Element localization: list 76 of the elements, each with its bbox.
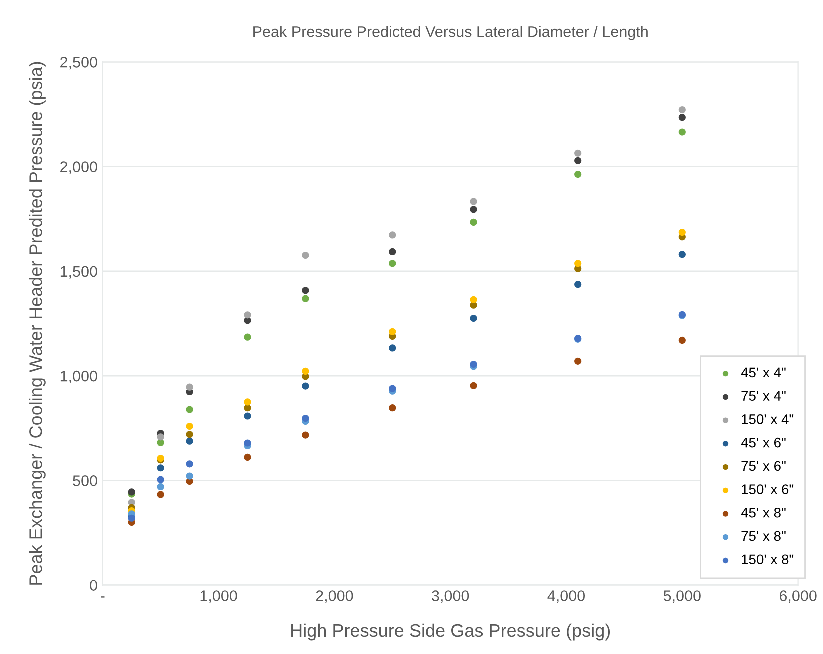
point xyxy=(574,150,582,157)
x-tick-label: 4,000 xyxy=(548,590,586,604)
point xyxy=(157,464,164,472)
point xyxy=(244,312,252,319)
point xyxy=(186,406,194,414)
point xyxy=(389,328,396,336)
point xyxy=(244,454,252,461)
point xyxy=(678,228,686,236)
y-tick-label: 0 xyxy=(90,580,98,592)
point xyxy=(574,281,582,288)
legend-label: 45' x 6" xyxy=(741,438,786,448)
point xyxy=(186,431,194,438)
point xyxy=(302,295,310,302)
y-axis-title: Peak Exchanger / Cooling Water Header Predited Pressure (psia) xyxy=(29,62,46,585)
legend-label: 45' x 4" xyxy=(741,368,786,378)
point xyxy=(678,106,686,114)
x-tick-label: 3,000 xyxy=(432,590,470,604)
point xyxy=(302,382,310,390)
y-tick-label: 1,500 xyxy=(60,266,98,279)
point xyxy=(302,414,310,422)
legend-label: 45' x 8" xyxy=(741,508,786,518)
point xyxy=(244,404,252,412)
x-tick-label: 1,000 xyxy=(200,590,238,604)
point xyxy=(470,314,478,322)
point xyxy=(574,260,582,268)
point xyxy=(244,334,252,341)
point xyxy=(574,358,582,365)
point xyxy=(157,476,164,484)
legend-label: 75' x 6" xyxy=(742,461,786,472)
y-tick-label: 1,000 xyxy=(60,370,98,384)
point xyxy=(157,483,164,491)
legend-label: 150' x 8" xyxy=(742,554,794,565)
point xyxy=(302,432,310,439)
point xyxy=(389,404,396,412)
point xyxy=(470,206,478,214)
point xyxy=(186,460,194,468)
point xyxy=(186,438,194,445)
x-tick-label: 2,000 xyxy=(316,590,354,604)
y-tick-label: 2,500 xyxy=(60,57,98,70)
point xyxy=(302,287,310,294)
x-tick-label: 5,000 xyxy=(664,590,701,604)
legend-label: 150' x 4" xyxy=(742,414,794,424)
point xyxy=(389,260,396,268)
point xyxy=(470,198,478,206)
point xyxy=(186,384,194,391)
point xyxy=(678,336,686,344)
point xyxy=(389,248,396,256)
legend-label: 75' x 8" xyxy=(742,531,786,542)
point xyxy=(302,368,310,375)
point xyxy=(302,252,310,260)
y-tick-label: 500 xyxy=(73,476,98,486)
legend-label: 75' x 4" xyxy=(742,391,786,401)
point xyxy=(678,128,686,136)
legend-label: 150' x 6" xyxy=(742,484,794,494)
point xyxy=(678,251,686,258)
point xyxy=(678,114,686,122)
point xyxy=(574,157,582,164)
point xyxy=(574,170,582,178)
x-tick-label: - xyxy=(101,596,105,598)
point xyxy=(186,472,194,480)
chart-title: Peak Pressure Predicted Versus Lateral Diameter / Length xyxy=(254,26,648,40)
point xyxy=(389,344,396,352)
x-tick-label: 6,000 xyxy=(780,590,817,604)
point xyxy=(244,412,252,420)
point xyxy=(186,422,194,430)
point xyxy=(470,218,478,226)
y-tick-label: 2,000 xyxy=(60,162,98,174)
point xyxy=(244,440,252,447)
point xyxy=(470,382,478,390)
point xyxy=(244,398,252,406)
point xyxy=(470,296,478,304)
point xyxy=(157,434,164,441)
point xyxy=(389,232,396,239)
point xyxy=(157,491,164,498)
x-axis-title: High Pressure Side Gas Pressure (psig) xyxy=(292,624,610,641)
point xyxy=(389,385,396,392)
